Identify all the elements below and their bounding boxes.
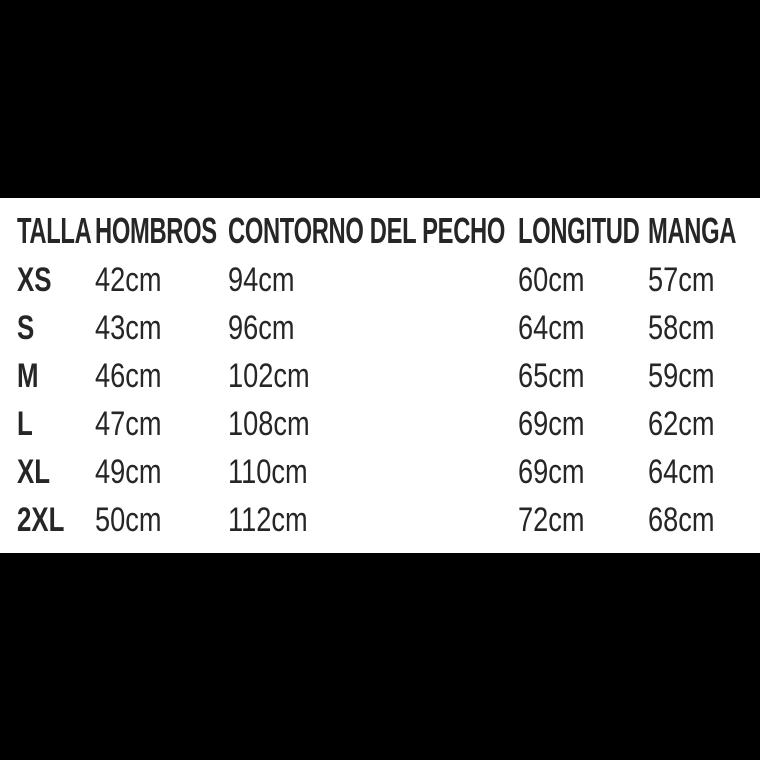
cell-contorno: 112cm (228, 503, 518, 537)
cell-manga: 68cm (648, 503, 743, 537)
size-label: L (17, 405, 33, 443)
contorno-value: 96cm (228, 309, 295, 347)
hombros-value: 47cm (95, 405, 162, 443)
hombros-value: 46cm (95, 357, 162, 395)
top-letterbox (0, 0, 760, 198)
manga-value: 58cm (648, 309, 715, 347)
size-label: XL (17, 453, 51, 491)
cell-longitud: 65cm (518, 359, 648, 393)
size-label: 2XL (17, 501, 65, 539)
cell-hombros: 49cm (95, 455, 228, 489)
cell-longitud: 60cm (518, 263, 648, 297)
cell-hombros: 47cm (95, 407, 228, 441)
cell-manga: 57cm (648, 263, 743, 297)
manga-value: 59cm (648, 357, 715, 395)
longitud-value: 72cm (518, 501, 585, 539)
cell-manga: 59cm (648, 359, 743, 393)
hombros-value: 50cm (95, 501, 162, 539)
cell-contorno: 94cm (228, 263, 518, 297)
size-label: XS (17, 261, 52, 299)
column-header-longitud: LONGITUD (518, 213, 648, 249)
cell-size: L (17, 407, 95, 441)
column-header-longitud-label: LONGITUD (518, 210, 640, 251)
hombros-value: 42cm (95, 261, 162, 299)
cell-manga: 64cm (648, 455, 743, 489)
longitud-value: 69cm (518, 453, 585, 491)
manga-value: 57cm (648, 261, 715, 299)
longitud-value: 64cm (518, 309, 585, 347)
hombros-value: 49cm (95, 453, 162, 491)
manga-value: 64cm (648, 453, 715, 491)
longitud-value: 65cm (518, 357, 585, 395)
table-row-xl: XL 49cm 110cm 69cm 64cm (17, 448, 760, 496)
cell-size: XL (17, 455, 95, 489)
column-header-talla-label: TALLA (17, 210, 92, 251)
cell-hombros: 50cm (95, 503, 228, 537)
contorno-value: 94cm (228, 261, 295, 299)
column-header-manga: MANGA (648, 213, 743, 249)
cell-hombros: 42cm (95, 263, 228, 297)
bottom-letterbox (0, 553, 760, 760)
column-header-contorno-del-pecho: CONTORNO DEL PECHO (228, 213, 518, 249)
column-header-hombros: HOMBROS (95, 213, 228, 249)
cell-longitud: 69cm (518, 407, 648, 441)
longitud-value: 60cm (518, 261, 585, 299)
size-chart-header-row: TALLA HOMBROS CONTORNO DEL PECHO LONGITU… (17, 206, 760, 256)
cell-manga: 58cm (648, 311, 743, 345)
cell-hombros: 43cm (95, 311, 228, 345)
size-label: M (17, 357, 39, 395)
cell-contorno: 108cm (228, 407, 518, 441)
manga-value: 62cm (648, 405, 715, 443)
cell-contorno: 110cm (228, 455, 518, 489)
cell-size: XS (17, 263, 95, 297)
table-row-2xl: 2XL 50cm 112cm 72cm 68cm (17, 496, 760, 544)
cell-size: M (17, 359, 95, 393)
cell-longitud: 69cm (518, 455, 648, 489)
cell-manga: 62cm (648, 407, 743, 441)
contorno-value: 108cm (228, 405, 310, 443)
table-row-l: L 47cm 108cm 69cm 62cm (17, 400, 760, 448)
contorno-value: 110cm (228, 453, 308, 491)
manga-value: 68cm (648, 501, 715, 539)
table-row-s: S 43cm 96cm 64cm 58cm (17, 304, 760, 352)
cell-longitud: 64cm (518, 311, 648, 345)
contorno-value: 102cm (228, 357, 310, 395)
table-row-xs: XS 42cm 94cm 60cm 57cm (17, 256, 760, 304)
cell-hombros: 46cm (95, 359, 228, 393)
column-header-talla: TALLA (17, 213, 95, 249)
hombros-value: 43cm (95, 309, 162, 347)
longitud-value: 69cm (518, 405, 585, 443)
contorno-value: 112cm (228, 501, 308, 539)
column-header-contorno-del-pecho-label: CONTORNO DEL PECHO (228, 210, 506, 251)
cell-contorno: 96cm (228, 311, 518, 345)
size-chart-panel: TALLA HOMBROS CONTORNO DEL PECHO LONGITU… (0, 198, 760, 553)
column-header-manga-label: MANGA (648, 210, 737, 251)
cell-size: S (17, 311, 95, 345)
size-label: S (17, 309, 35, 347)
column-header-hombros-label: HOMBROS (95, 210, 217, 251)
cell-longitud: 72cm (518, 503, 648, 537)
table-row-m: M 46cm 102cm 65cm 59cm (17, 352, 760, 400)
cell-size: 2XL (17, 503, 95, 537)
cell-contorno: 102cm (228, 359, 518, 393)
